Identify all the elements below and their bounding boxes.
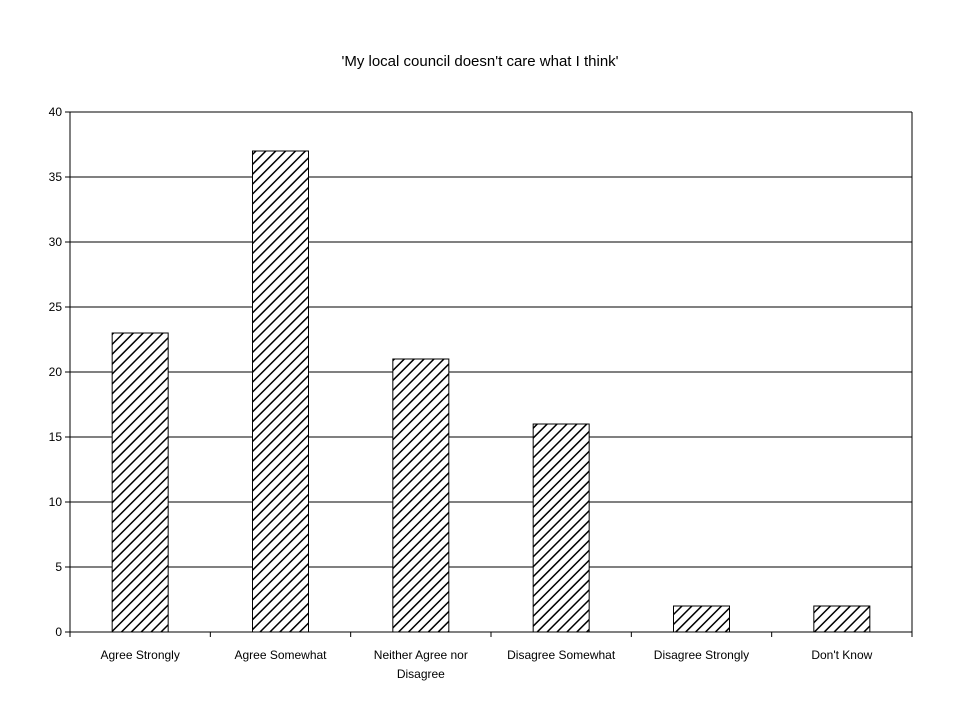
- y-tick-label: 5: [55, 560, 62, 574]
- y-tick-label: 35: [49, 170, 63, 184]
- y-tick-label: 0: [55, 625, 62, 639]
- x-tick-label: Don't Know: [811, 648, 872, 662]
- y-tick-label: 10: [49, 495, 63, 509]
- bar: [392, 358, 450, 633]
- y-tick-label: 15: [49, 430, 63, 444]
- chart-title: 'My local council doesn't care what I th…: [341, 53, 618, 70]
- bar: [532, 423, 590, 633]
- x-tick-label: Disagree Somewhat: [507, 648, 616, 662]
- bar: [673, 605, 730, 633]
- y-tick-label: 20: [49, 365, 63, 379]
- y-tick-label: 25: [49, 300, 63, 314]
- x-tick-label: Disagree Strongly: [654, 648, 749, 662]
- x-tick-label: Agree Strongly: [100, 648, 179, 662]
- bar: [111, 332, 169, 633]
- bar: [813, 605, 871, 633]
- axes: [69, 111, 913, 637]
- y-tick-label: 30: [49, 235, 63, 249]
- bars: [111, 150, 871, 633]
- y-tick-label: 40: [49, 105, 63, 119]
- y-axis-ticks: 0 5 10 15 20 25 30 35 40: [49, 105, 70, 639]
- x-tick-label: Agree Somewhat: [234, 648, 327, 662]
- gridlines: [70, 111, 912, 568]
- bar: [252, 150, 309, 633]
- x-axis-labels: Agree Strongly Agree Somewhat Neither Agre…: [100, 648, 872, 681]
- x-tick-label: Neither Agree nor Disagree: [374, 648, 468, 681]
